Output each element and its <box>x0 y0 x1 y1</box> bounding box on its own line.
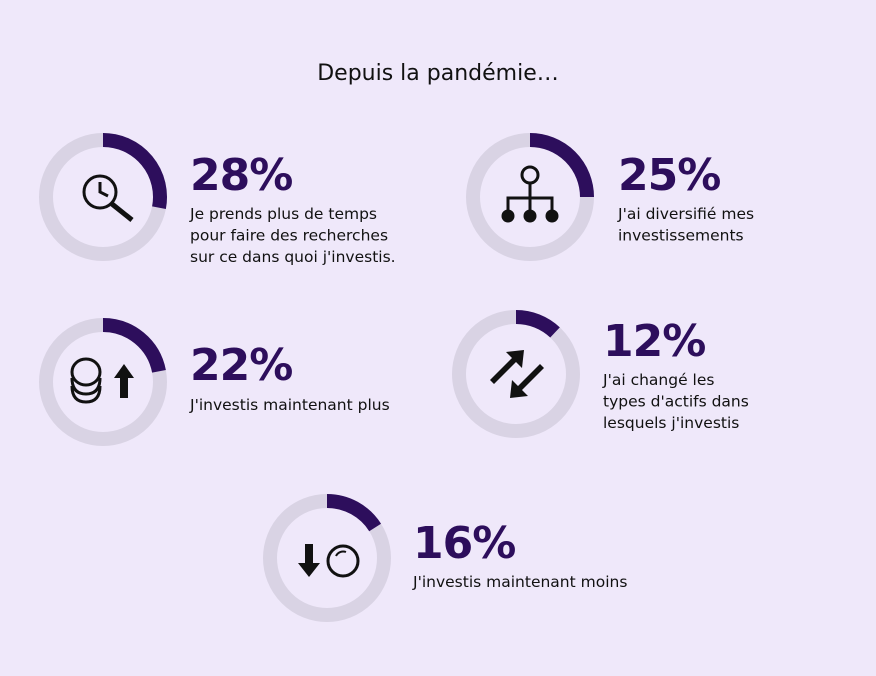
donut-arc <box>326 494 382 532</box>
caption-line: J'investis maintenant moins <box>412 573 627 591</box>
caption-line: types d'actifs dans <box>603 393 749 411</box>
donut-arc <box>102 133 167 209</box>
title: Depuis la pandémie… <box>317 61 559 86</box>
caption-line: lesquels j'investis <box>603 414 739 432</box>
icon-clock-search <box>82 174 134 222</box>
percent-label: 25% <box>618 150 720 201</box>
donut-arc <box>515 310 560 338</box>
percent-label: 22% <box>190 340 292 391</box>
icon-down-coin <box>298 544 360 578</box>
donut-arc <box>529 133 594 198</box>
caption-line: Je prends plus de temps <box>189 205 377 223</box>
caption-line: J'investis maintenant plus <box>189 396 390 414</box>
caption-line: pour faire des recherches <box>190 227 388 245</box>
percent-label: 16% <box>413 518 515 569</box>
caption-line: sur ce dans quoi j'investis. <box>190 248 396 266</box>
percent-label: 28% <box>190 150 292 201</box>
caption-line: J'ai changé les <box>602 371 714 389</box>
icon-swap <box>490 350 544 398</box>
icon-coins-up <box>70 357 134 404</box>
icon-hierarchy <box>501 165 559 223</box>
percent-label: 12% <box>603 316 705 367</box>
donut-arc <box>102 318 166 373</box>
caption-line: investissements <box>618 227 744 245</box>
caption-line: J'ai diversifié mes <box>617 205 754 223</box>
